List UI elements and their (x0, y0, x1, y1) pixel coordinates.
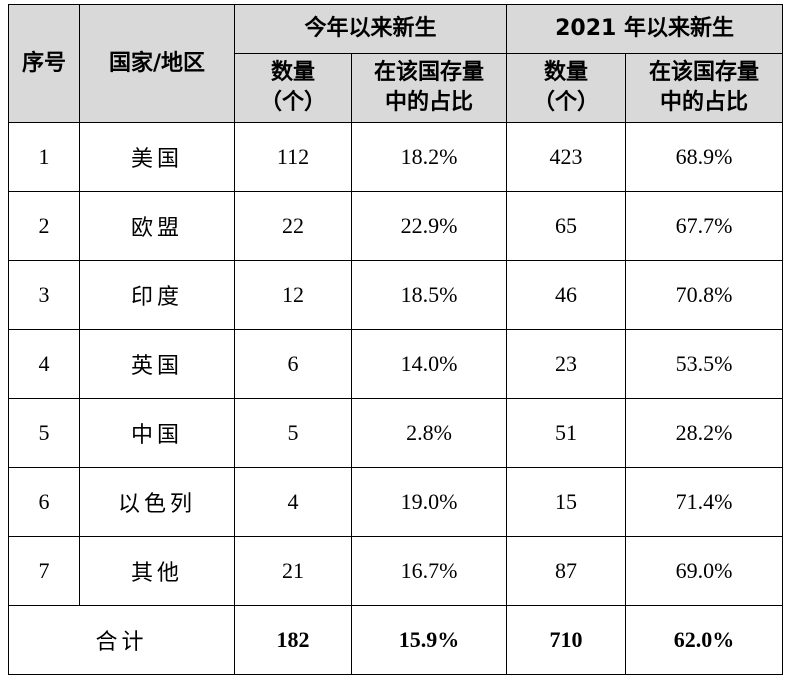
header-index: 序号 (8, 4, 80, 123)
row-country: 欧盟 (79, 191, 235, 261)
total-share-ytd: 15.9% (350, 605, 508, 675)
row-share-2021: 68.9% (625, 122, 784, 192)
row-country: 中国 (79, 398, 235, 468)
row-country: 美国 (79, 122, 235, 192)
row-share-ytd: 16.7% (350, 536, 508, 606)
row-index: 1 (8, 122, 80, 192)
row-index: 6 (8, 467, 80, 537)
table-row: 5 中国 5 2.8% 51 28.2% (8, 398, 784, 468)
row-count-2021: 46 (506, 260, 627, 330)
table-row: 2 欧盟 22 22.9% 65 67.7% (8, 191, 784, 261)
row-index: 5 (8, 398, 80, 468)
row-share-2021: 70.8% (625, 260, 784, 330)
row-share-2021: 67.7% (625, 191, 784, 261)
total-count-2021: 710 (506, 605, 627, 675)
row-index: 7 (8, 536, 80, 606)
row-count-2021: 51 (506, 398, 627, 468)
row-count-ytd: 12 (234, 260, 352, 330)
row-count-2021: 23 (506, 329, 627, 399)
header-row-2: 数量 （个） 在该国存量 中的占比 数量 （个） 在该国存量 中的占比 (9, 53, 784, 123)
header-group-since-2021: 2021 年以来新生 (506, 4, 784, 54)
row-count-ytd: 112 (234, 122, 352, 192)
row-count-ytd: 5 (234, 398, 352, 468)
total-count-ytd: 182 (234, 605, 352, 675)
header-group-this-year: 今年以来新生 (233, 4, 508, 54)
row-count-ytd: 21 (234, 536, 352, 606)
row-index: 4 (8, 329, 80, 399)
row-country: 英国 (79, 329, 235, 399)
row-country: 印度 (79, 260, 235, 330)
total-label: 合计 (8, 605, 235, 675)
row-count-ytd: 4 (234, 467, 352, 537)
table-row: 7 其他 21 16.7% 87 69.0% (8, 536, 784, 606)
header-share-line1: 在该国存量 (649, 60, 760, 85)
table-row: 3 印度 12 18.5% 46 70.8% (8, 260, 784, 330)
unicorn-table: 序号 国家/地区 今年以来新生 2021 年以来新生 数量 （个） 在该国存量 … (8, 4, 784, 675)
row-country: 其他 (79, 536, 235, 606)
row-count-ytd: 6 (234, 329, 352, 399)
row-share-2021: 71.4% (625, 467, 784, 537)
row-count-2021: 65 (506, 191, 627, 261)
row-count-ytd: 22 (234, 191, 352, 261)
row-count-2021: 87 (506, 536, 627, 606)
header-count-line2: （个） (259, 90, 326, 115)
header-count-line1: 数量 (544, 60, 589, 85)
total-share-2021: 62.0% (625, 605, 784, 675)
table-row: 4 英国 6 14.0% 23 53.5% (8, 329, 784, 399)
header-count-ytd: 数量 （个） (234, 53, 352, 123)
row-share-ytd: 2.8% (350, 398, 508, 468)
header-share-2021: 在该国存量 中的占比 (625, 53, 784, 123)
row-share-ytd: 22.9% (350, 191, 508, 261)
row-share-ytd: 14.0% (350, 329, 508, 399)
header-share-line1: 在该国存量 (374, 60, 485, 85)
row-count-2021: 423 (506, 122, 627, 192)
header-count-line1: 数量 (270, 60, 315, 85)
header-row-1: 序号 国家/地区 今年以来新生 2021 年以来新生 (8, 4, 784, 123)
row-share-2021: 69.0% (625, 536, 784, 606)
header-share-line2: 中的占比 (385, 90, 474, 115)
row-index: 3 (8, 260, 80, 330)
row-share-ytd: 19.0% (350, 467, 508, 537)
row-share-2021: 28.2% (625, 398, 784, 468)
row-share-ytd: 18.2% (350, 122, 508, 192)
header-count-line2: （个） (533, 90, 600, 115)
table-row: 1 美国 112 18.2% 423 68.9% (8, 122, 784, 192)
table-row: 6 以色列 4 19.0% 15 71.4% (8, 467, 784, 537)
row-share-2021: 53.5% (625, 329, 784, 399)
header-count-2021: 数量 （个） (506, 53, 627, 123)
row-country: 以色列 (79, 467, 235, 537)
header-region: 国家/地区 (79, 4, 235, 123)
row-share-ytd: 18.5% (350, 260, 508, 330)
header-share-ytd: 在该国存量 中的占比 (350, 53, 508, 123)
row-count-2021: 15 (506, 467, 627, 537)
total-row: 合计 182 15.9% 710 62.0% (8, 605, 784, 675)
row-index: 2 (8, 191, 80, 261)
header-share-line2: 中的占比 (660, 90, 749, 115)
